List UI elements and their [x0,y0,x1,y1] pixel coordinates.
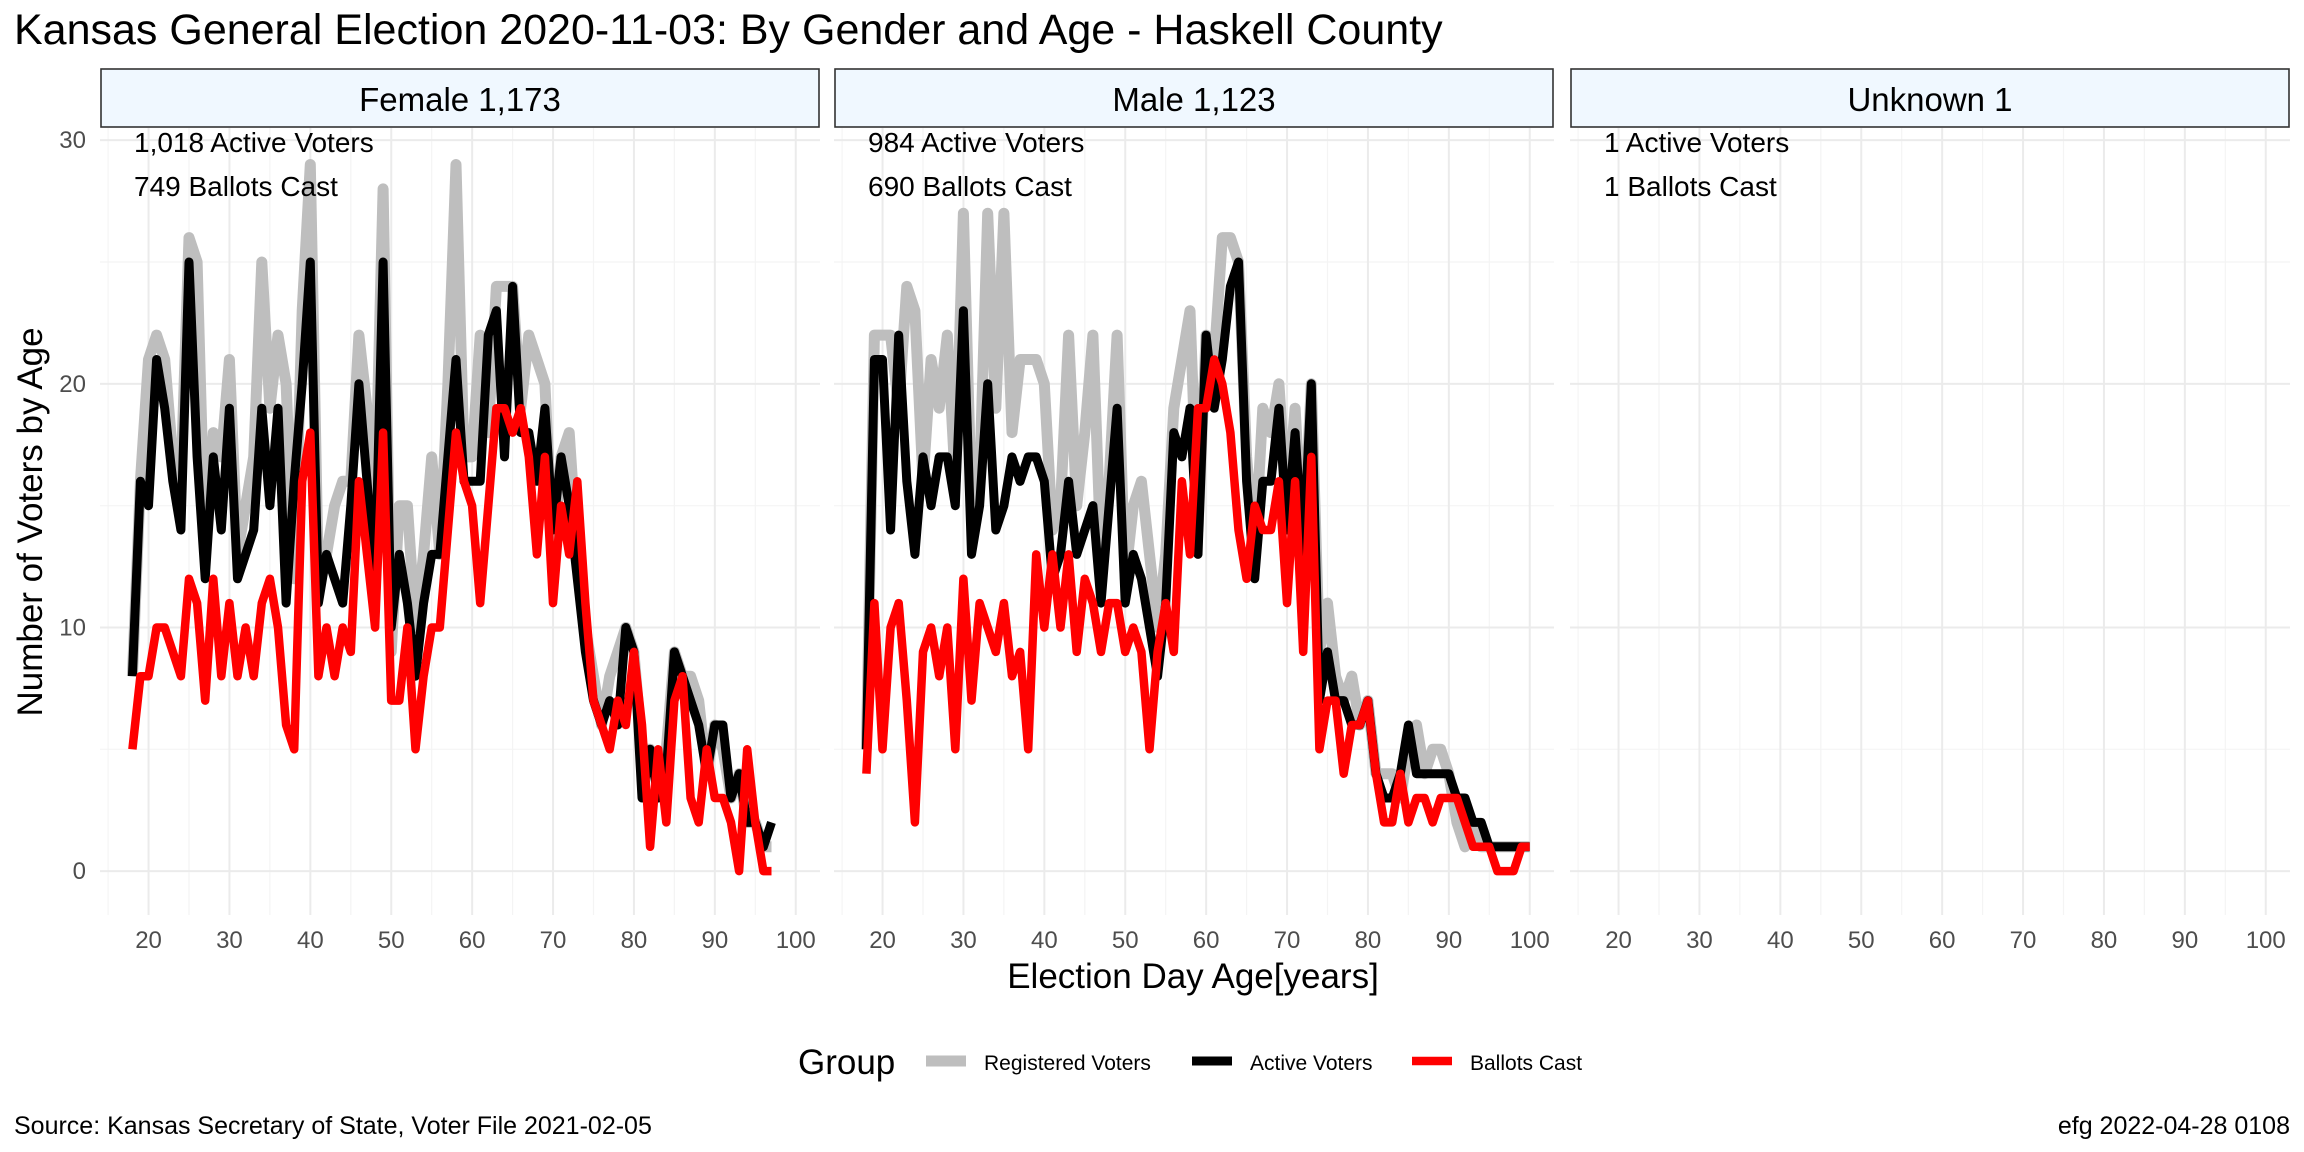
legend-label-active-voters: Active Voters [1250,1052,1373,1075]
y-tick-label: 30 [59,127,86,154]
legend: Group Registered Voters Active Voters Ball… [798,1043,1582,1082]
x-tick-label: 20 [1605,927,1632,954]
annotation-active-voters: 984 Active Voters [868,127,1084,158]
x-tick-label: 80 [1355,927,1382,954]
annotation-ballots-cast: 690 Ballots Cast [868,171,1072,202]
x-tick-label: 50 [1112,927,1139,954]
x-tick-label: 100 [2246,927,2286,954]
series-line-ballots-cast [128,403,772,876]
legend-label-ballots-cast: Ballots Cast [1470,1052,1582,1075]
x-tick-label: 40 [1767,927,1794,954]
x-tick-label: 20 [135,927,162,954]
x-tick-label: 50 [378,927,405,954]
legend-title: Group [798,1043,895,1082]
strip-header [834,68,1554,128]
panel-3: Unknown 1 20 30 40 50 60 70 80 90 100 1 Active Vot… [1570,68,2290,954]
strip-header [100,68,820,128]
strip-header [1570,68,2290,128]
x-tick-label: 40 [297,927,324,954]
grid [1570,128,2290,915]
annotation-ballots-cast: 1 Ballots Cast [1604,171,1777,202]
y-tick-label: 0 [73,858,86,885]
x-tick-label: 60 [1193,927,1220,954]
x-tick-label: 30 [216,927,243,954]
y-tick-label: 10 [59,614,86,641]
x-tick-label: 70 [540,927,567,954]
annotation-active-voters: 1,018 Active Voters [134,127,374,158]
x-tick-label: 80 [621,927,648,954]
facet-panels: Female 1,173 20 30 40 50 60 70 80 90 100 0 10 20 30 1,… [59,68,2290,954]
y-axis-label: Number of Voters by Age [11,327,50,716]
x-tick-label: 90 [701,927,728,954]
x-tick-label: 30 [950,927,977,954]
x-tick-label: 50 [1848,927,1875,954]
x-tick-label: 70 [1274,927,1301,954]
annotation-active-voters: 1 Active Voters [1604,127,1789,158]
x-tick-label: 100 [1510,927,1550,954]
x-tick-label: 90 [2171,927,2198,954]
series-line-active-voters [861,257,1530,852]
panel-2: Male 1,123 20 30 40 50 60 70 80 90 100 984 Active … [834,68,1554,954]
panel-1: Female 1,173 20 30 40 50 60 70 80 90 100 0 10 20 30 1,… [59,68,820,954]
y-tick-label: 20 [59,371,86,398]
series-line-ballots-cast [862,355,1530,876]
x-tick-label: 70 [2010,927,2037,954]
strip-label: Female 1,173 [359,81,561,118]
x-tick-label: 40 [1031,927,1058,954]
x-tick-label: 60 [1929,927,1956,954]
x-tick-label: 80 [2091,927,2118,954]
x-tick-label: 60 [459,927,486,954]
x-tick-label: 100 [776,927,816,954]
legend-label-registered-voters: Registered Voters [984,1052,1151,1075]
chart-title: Kansas General Election 2020-11-03: By G… [14,6,1443,54]
strip-label: Male 1,123 [1112,81,1275,118]
x-tick-label: 20 [869,927,896,954]
x-tick-label: 90 [1435,927,1462,954]
caption-source: Source: Kansas Secretary of State, Voter… [14,1112,652,1140]
x-axis-label: Election Day Age[years] [1007,957,1379,996]
x-tick-label: 30 [1686,927,1713,954]
caption-credit: efg 2022-04-28 0108 [2058,1112,2290,1140]
strip-label: Unknown 1 [1847,81,2012,118]
annotation-ballots-cast: 749 Ballots Cast [134,171,338,202]
